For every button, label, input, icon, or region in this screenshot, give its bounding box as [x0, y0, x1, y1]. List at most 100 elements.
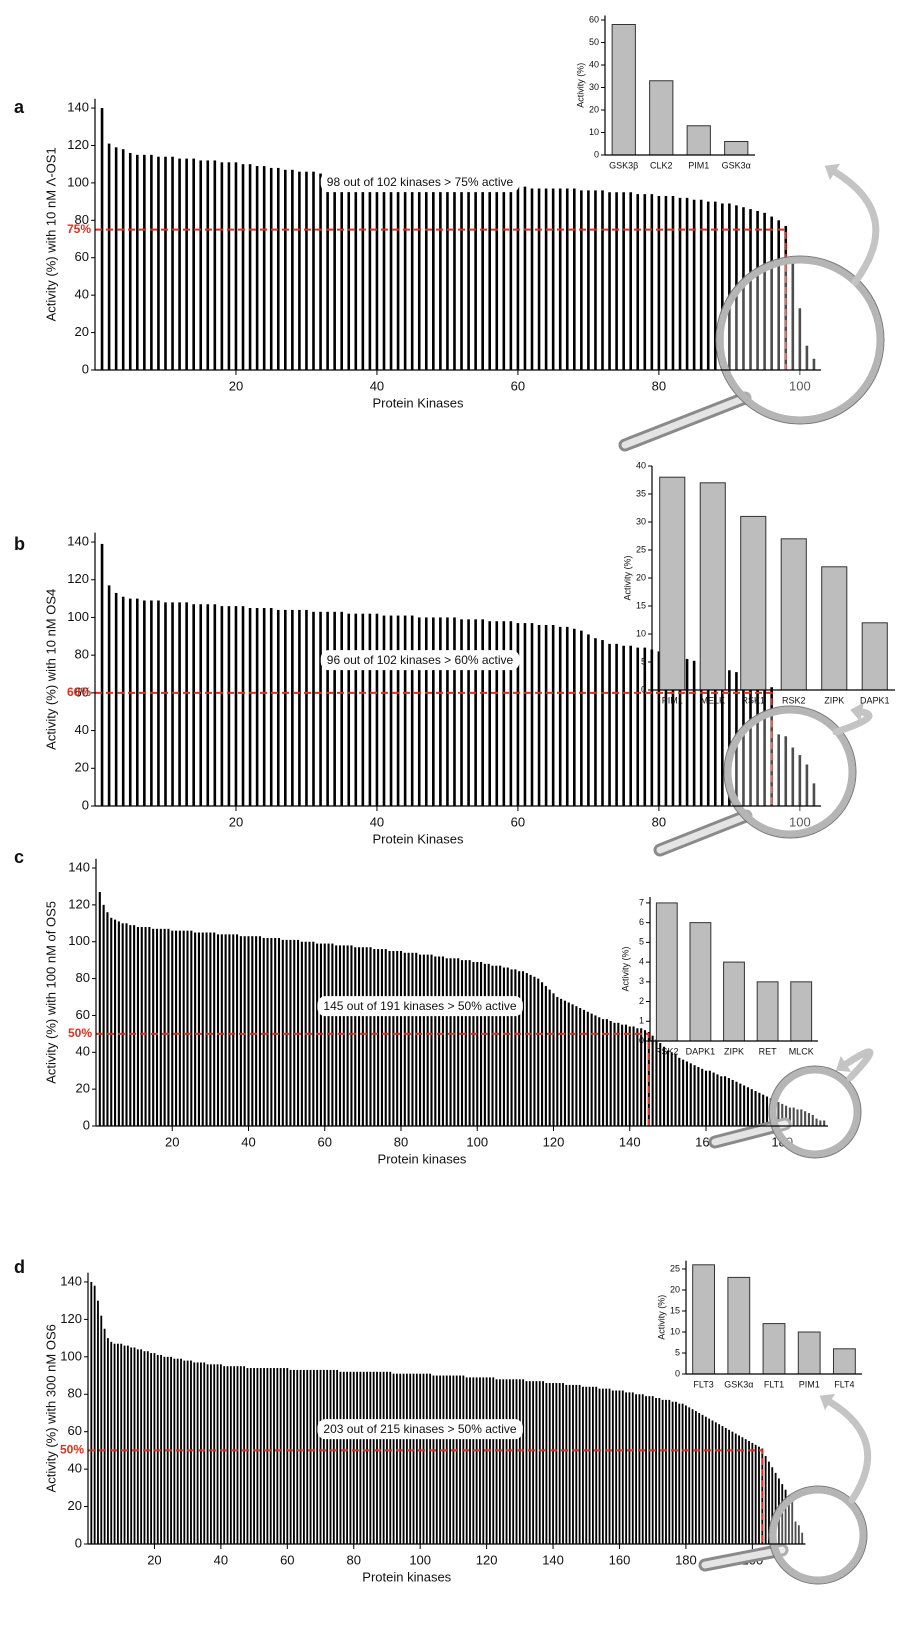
bar: [250, 1368, 252, 1544]
bar: [247, 1368, 249, 1544]
y-tick-label: 7: [639, 897, 644, 907]
bar: [157, 600, 160, 806]
bar: [273, 1368, 275, 1544]
bar: [615, 644, 618, 806]
y-tick-label: 5: [675, 1347, 680, 1357]
bar: [509, 1379, 511, 1544]
bar: [751, 1443, 753, 1544]
bar: [537, 979, 539, 1126]
y-tick-label: 2: [639, 996, 644, 1006]
bar: [781, 539, 806, 690]
bar: [559, 1383, 561, 1544]
bar: [516, 1379, 518, 1544]
bar: [156, 929, 158, 1126]
bar: [687, 126, 710, 155]
bar: [101, 544, 104, 806]
bar: [735, 1082, 737, 1126]
bar: [495, 966, 497, 1126]
y-tick-label: 140: [67, 533, 89, 548]
bar: [747, 1087, 749, 1126]
bar: [198, 933, 200, 1126]
bar: [213, 1364, 215, 1544]
bar: [127, 1346, 129, 1544]
bar: [658, 196, 661, 370]
bar: [233, 1366, 235, 1544]
y-tick-label: 0: [675, 1368, 680, 1378]
bar: [552, 993, 554, 1126]
bar: [129, 925, 131, 1126]
bar: [147, 1351, 149, 1544]
bar: [522, 971, 524, 1126]
bar: [326, 1370, 328, 1544]
x-tick-label: 60: [318, 1134, 332, 1149]
y-tick-label: 20: [75, 760, 89, 775]
bar: [277, 610, 280, 806]
bar: [333, 612, 336, 806]
x-tick-label: FLT3: [693, 1379, 713, 1389]
bar: [545, 189, 548, 370]
bar: [728, 1430, 730, 1544]
bar: [298, 610, 301, 806]
bar: [707, 202, 710, 370]
bar: [432, 183, 435, 370]
bar: [260, 1368, 262, 1544]
bar: [242, 164, 245, 370]
bar: [185, 602, 188, 806]
bar: [612, 1391, 614, 1544]
bar: [122, 923, 124, 1126]
x-tick-label: FLT1: [764, 1379, 784, 1389]
bar: [443, 1376, 445, 1544]
bar: [207, 1364, 209, 1544]
bar: [389, 951, 391, 1126]
bar: [728, 1277, 750, 1374]
y-tick-label: 3: [639, 976, 644, 986]
x-tick-label: MLCK: [789, 1046, 814, 1056]
bar: [390, 179, 393, 370]
x-tick-label: 120: [543, 1134, 565, 1149]
bar: [564, 1001, 566, 1126]
bar: [467, 185, 470, 370]
bar: [171, 157, 174, 370]
bar: [524, 187, 527, 370]
bar: [358, 947, 360, 1126]
bar: [178, 159, 181, 370]
bar: [549, 990, 551, 1126]
bar: [373, 949, 375, 1126]
y-tick-label: 15: [636, 600, 646, 610]
bar: [336, 1370, 338, 1544]
bar: [376, 614, 379, 806]
bar: [745, 1439, 747, 1544]
bar: [148, 927, 150, 1126]
bar: [179, 931, 181, 1126]
bar: [621, 1025, 623, 1126]
y-tick-label: 60: [68, 1423, 82, 1438]
bar: [404, 953, 406, 1126]
bar: [592, 1387, 594, 1544]
y-axis-title: Activity (%): [656, 1295, 666, 1340]
bar: [223, 1366, 225, 1544]
bar: [442, 956, 444, 1126]
magnifier-lens: [728, 710, 852, 834]
bar: [692, 1409, 694, 1544]
x-tick-label: 20: [229, 378, 243, 393]
bar: [199, 604, 202, 806]
bar: [270, 1368, 272, 1544]
y-tick-label: 0: [594, 149, 599, 159]
bar: [362, 947, 364, 1126]
bar: [601, 190, 604, 370]
bar: [193, 1362, 195, 1544]
bar: [354, 614, 357, 806]
y-axis-title: Activity (%): [622, 555, 632, 600]
arrow: [835, 172, 876, 282]
x-tick-label: 140: [542, 1552, 564, 1567]
bar: [104, 1329, 106, 1544]
bar: [416, 1374, 418, 1544]
bar: [256, 166, 259, 370]
x-tick-label: RSK1: [741, 695, 765, 705]
y-tick-label: 10: [589, 127, 599, 137]
arrow: [836, 712, 869, 732]
y-tick-label: 100: [67, 174, 89, 189]
bar: [192, 159, 195, 370]
bar: [709, 1071, 711, 1126]
bar: [587, 634, 590, 806]
